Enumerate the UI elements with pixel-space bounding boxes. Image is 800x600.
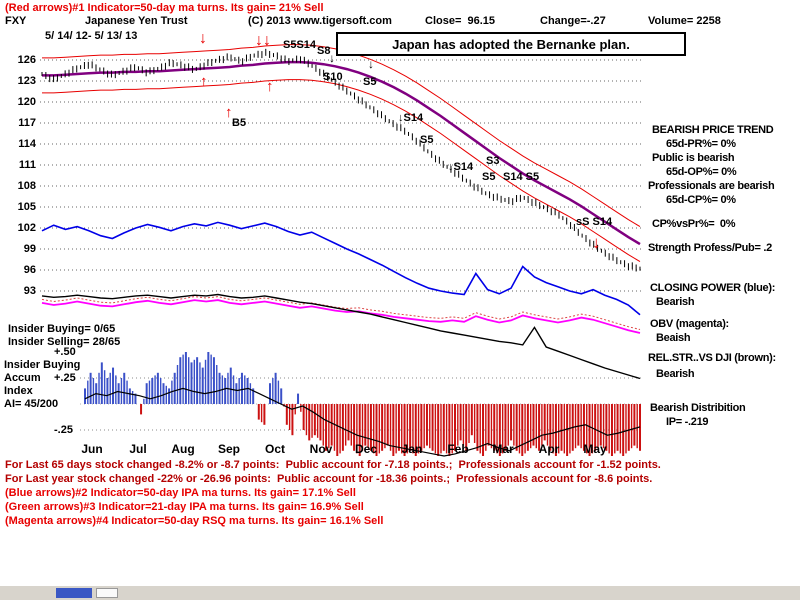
y-axis-label: 93 [23, 285, 36, 297]
signal-label: S5S14 [283, 39, 317, 51]
y-axis-label: 102 [17, 222, 36, 234]
signal-label: S5 [363, 76, 377, 88]
signal-arrow-icon: ↓ [329, 51, 335, 65]
volume-value: Volume= 2258 [648, 15, 721, 27]
signal-label: B5 [232, 117, 247, 129]
x-axis-month-label: Mar [492, 442, 514, 456]
scale-plus-50: +.50 [54, 346, 76, 358]
op-percent-value: 65d-OP%= 0% [666, 166, 737, 178]
signal-label: S3 [486, 155, 500, 167]
y-axis-label: 108 [17, 180, 36, 192]
relstr-status: Bearish [656, 368, 695, 380]
public-status: Public is bearish [652, 152, 735, 164]
cp-vs-pr-value: CP%vsPr%= 0% [652, 218, 736, 230]
y-axis-label: 120 [17, 96, 36, 108]
signal-arrow-icon: ↑ [200, 73, 208, 90]
x-axis-month-label: May [583, 442, 607, 456]
x-axis-month-label: Jun [81, 442, 103, 456]
y-axis-label: 126 [17, 54, 36, 66]
cp-percent-value: 65d-CP%= 0% [666, 194, 736, 206]
signal-arrow-icon: ↓↓ [255, 32, 271, 49]
obv-status: Beaish [656, 332, 691, 344]
y-axis-label: 105 [17, 201, 36, 213]
signal-label: ↓S14 [448, 161, 474, 173]
y-axis-label: 96 [23, 264, 36, 276]
date-range: 5/ 14/ 12- 5/ 13/ 13 [45, 30, 138, 42]
accum-index-label-2: Accum [4, 372, 41, 384]
change-value: Change=-.27 [540, 15, 606, 27]
relstr-label: REL.STR..VS DJI (brown): [648, 352, 776, 364]
signal-arrow-icon: ↓ [592, 233, 601, 252]
signal-label: S14 S5 [503, 171, 540, 183]
professionals-status: Professionals are bearish [648, 180, 775, 192]
x-axis-month-label: Jul [129, 442, 147, 456]
callout-box: Japan has adopted the Bernanke plan. [336, 32, 686, 56]
insider-selling-count: Insider Selling= 28/65 [8, 336, 121, 348]
taskbar-item-2 [96, 588, 118, 598]
signal-label: S8 [317, 45, 331, 57]
close-value: Close= 96.15 [425, 15, 496, 27]
signal-arrow-icon: ↑ [266, 78, 274, 95]
security-name: Japanese Yen Trust [85, 15, 188, 27]
y-axis-label: 117 [18, 117, 36, 129]
obv-label: OBV (magenta): [650, 318, 729, 330]
stats-65-days: For Last 65 days stock changed -8.2% or … [5, 459, 661, 471]
ai-value: AI= 45/200 [4, 398, 59, 410]
copyright-text: (C) 2013 www.tigersoft.com [248, 15, 392, 27]
pr-percent-value: 65d-PR%= 0% [666, 138, 736, 150]
signal-arrow-icon: ↓ [199, 30, 207, 47]
x-axis-month-label: Oct [264, 442, 285, 456]
y-axis-label: 111 [18, 159, 36, 171]
scale-plus-25: +.25 [54, 372, 76, 384]
strength-ratio-value: Strength Profess/Pub= .2 [648, 242, 772, 254]
signal-arrow-icon: ↑ [225, 104, 233, 121]
signal-arrow-icon: ↓ [368, 57, 374, 71]
closing-power-status: Bearish [656, 296, 695, 308]
y-axis-label: 99 [23, 243, 36, 255]
y-axis-label: 114 [18, 138, 36, 150]
signal-label: sS S14 [576, 216, 613, 228]
price-trend-status: BEARISH PRICE TREND [652, 124, 774, 136]
indicator-3-legend: (Green arrows)#3 Indicator=21-day IPA ma… [5, 501, 364, 513]
signal-label: S10 [323, 71, 343, 83]
indicator-4-legend: (Magenta arrows)#4 Indicator=50-day RSQ … [5, 515, 384, 527]
x-axis-month-label: Nov [309, 442, 333, 456]
x-axis-month-label: Aug [171, 442, 195, 456]
insider-buying-count: Insider Buying= 0/65 [8, 323, 116, 335]
signal-label: S5 [420, 134, 434, 146]
accum-index-label-1: Insider Buying [4, 359, 81, 371]
signal-label: ↓S14 [398, 112, 424, 124]
distribution-ip-value: IP= -.219 [666, 416, 709, 428]
scale-minus-25: -.25 [54, 424, 73, 436]
indicator-1-legend: (Red arrows)#1 Indicator=50-day ma turns… [5, 2, 324, 14]
stats-1-year: For Last year stock changed -22% or -26.… [5, 473, 653, 485]
indicator-2-legend: (Blue arrows)#2 Indicator=50-day IPA ma … [5, 487, 356, 499]
taskbar-strip [0, 586, 800, 600]
signal-label: S5 [482, 171, 496, 183]
distribution-label: Bearish Distribition [650, 402, 746, 414]
x-axis-month-label: Feb [447, 442, 469, 456]
y-axis-label: 123 [17, 75, 36, 87]
ticker-symbol: FXY [5, 15, 27, 27]
x-axis-month-label: Dec [354, 442, 377, 456]
accum-index-label-3: Index [4, 385, 33, 397]
x-axis-month-label: Apr [538, 442, 560, 456]
x-axis-month-label: Sep [217, 442, 240, 456]
x-axis-month-label: Jan [401, 442, 423, 456]
taskbar-item [56, 588, 92, 598]
closing-power-label: CLOSING POWER (blue): [650, 282, 776, 294]
callout-text: Japan has adopted the Bernanke plan. [392, 36, 630, 52]
